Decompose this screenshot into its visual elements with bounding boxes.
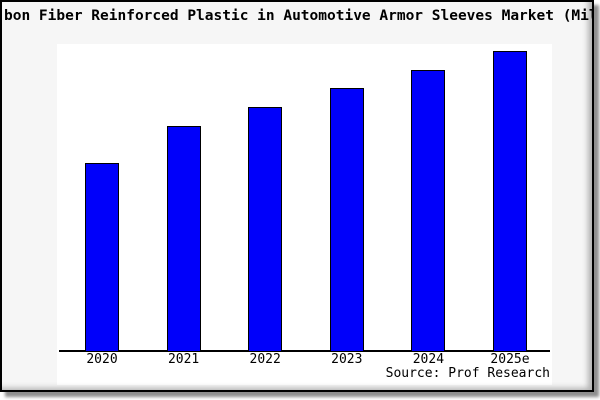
x-axis-label-2021: 2021 (167, 352, 200, 367)
x-axis-label-2023: 2023 (331, 352, 363, 367)
source-text: Source: Prof Research (385, 366, 550, 381)
bar-2024 (411, 69, 446, 352)
x-axis-label-2025e: 2025e (490, 352, 530, 367)
bar-2023 (329, 88, 364, 352)
x-axis-line (59, 350, 550, 352)
x-axis-label-2022: 2022 (249, 352, 281, 367)
plot-area: 2020 2021 2022 2023 2024 2025e (57, 44, 552, 385)
chart-frame: bon Fiber Reinforced Plastic in Automoti… (4, 8, 592, 385)
bar-2025e (493, 51, 527, 352)
bar-2021 (166, 125, 201, 352)
bar-2020 (85, 162, 119, 352)
chart-title: bon Fiber Reinforced Plastic in Automoti… (4, 8, 592, 24)
x-axis-label-2020: 2020 (86, 352, 118, 367)
x-axis-label-2024: 2024 (412, 352, 445, 367)
bar-2022 (248, 106, 283, 352)
